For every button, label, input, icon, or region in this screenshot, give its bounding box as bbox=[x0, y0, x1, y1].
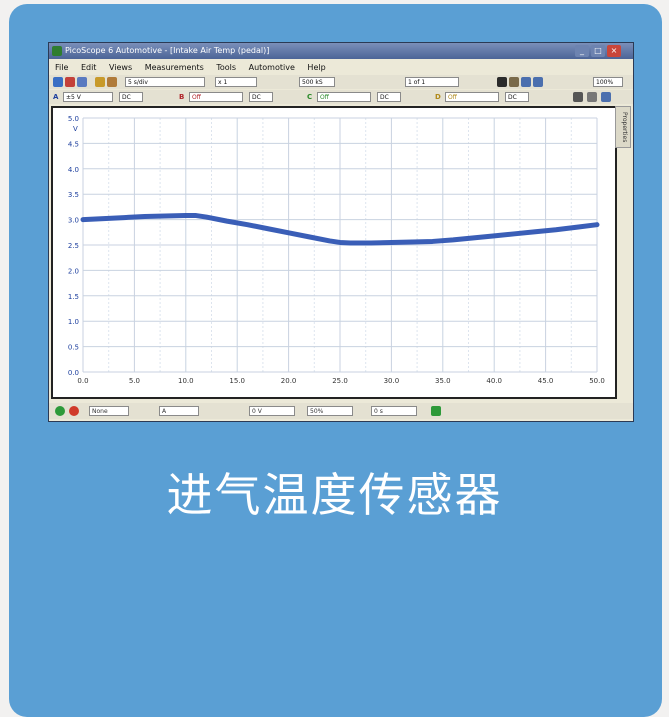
y-tick-label: 3.0 bbox=[68, 217, 79, 225]
y-axis-unit: V bbox=[73, 125, 78, 133]
y-tick-label: 4.0 bbox=[68, 166, 79, 174]
channel-a-label: A bbox=[53, 93, 59, 101]
x-tick-label: 45.0 bbox=[538, 377, 554, 385]
x-tick-label: 20.0 bbox=[281, 377, 297, 385]
series-line bbox=[80, 213, 600, 246]
channel-b-range[interactable]: Off bbox=[189, 92, 243, 102]
y-tick-label: 0.0 bbox=[68, 369, 79, 377]
y-tick-label: 4.5 bbox=[68, 140, 79, 148]
spectrum-mode-icon[interactable] bbox=[77, 77, 87, 87]
persistence-mode-icon[interactable] bbox=[65, 77, 75, 87]
channel-d-coupling[interactable]: DC bbox=[505, 92, 529, 102]
status-bar: None A 0 V 50% 0 s bbox=[49, 403, 633, 419]
channel-c-range[interactable]: Off bbox=[317, 92, 371, 102]
timebase-select[interactable]: 5 s/div bbox=[125, 77, 205, 87]
trigger-delay-field[interactable]: 0 s bbox=[371, 406, 417, 416]
window-title: PicoScope 6 Automotive - [Intake Air Tem… bbox=[65, 46, 270, 55]
scope-view[interactable]: 0.0 0.5 1.0 1.5 2.0 2.5 3.0 3.5 4.0 4.5 5.0 V 0.0 5.0… bbox=[51, 106, 617, 399]
x-tick-label: 15.0 bbox=[229, 377, 245, 385]
menu-bar: File Edit Views Measurements Tools Autom… bbox=[49, 61, 633, 74]
channel-toolbar: A ±5 V DC B Off DC C Off DC D Off DC bbox=[49, 90, 633, 104]
pointer-icon[interactable] bbox=[497, 77, 507, 87]
channel-d-range[interactable]: Off bbox=[445, 92, 499, 102]
zoom-in-icon[interactable] bbox=[521, 77, 531, 87]
voltage-chart: 0.0 0.5 1.0 1.5 2.0 2.5 3.0 3.5 4.0 4.5 5.0 V 0.0 5.0… bbox=[68, 115, 605, 385]
oscilloscope-screenshot: PicoScope 6 Automotive - [Intake Air Tem… bbox=[48, 42, 634, 422]
minimize-icon[interactable]: _ bbox=[575, 45, 589, 57]
zoom-out-icon[interactable] bbox=[533, 77, 543, 87]
start-icon[interactable] bbox=[55, 406, 65, 416]
y-tick-label: 5.0 bbox=[68, 115, 79, 123]
x-tick-label: 35.0 bbox=[435, 377, 451, 385]
x-tick-label: 25.0 bbox=[332, 377, 348, 385]
trigger-mode-select[interactable]: None bbox=[89, 406, 129, 416]
channel-a-range[interactable]: ±5 V bbox=[63, 92, 113, 102]
menu-measurements[interactable]: Measurements bbox=[144, 63, 204, 72]
x-tick-label: 50.0 bbox=[589, 377, 605, 385]
menu-help[interactable]: Help bbox=[307, 63, 326, 72]
channel-b-coupling[interactable]: DC bbox=[249, 92, 273, 102]
scope-mode-icon[interactable] bbox=[53, 77, 63, 87]
channel-c-label: C bbox=[307, 93, 313, 101]
reference-channel-icon[interactable] bbox=[587, 92, 597, 102]
x-tick-label: 0.0 bbox=[77, 377, 88, 385]
hand-tool-icon[interactable] bbox=[509, 77, 519, 87]
y-tick-label: 0.5 bbox=[68, 344, 79, 352]
channel-c-coupling[interactable]: DC bbox=[377, 92, 401, 102]
y-tick-label: 3.5 bbox=[68, 191, 79, 199]
trigger-level-field[interactable]: 0 V bbox=[249, 406, 295, 416]
x-tick-label: 30.0 bbox=[384, 377, 400, 385]
zoom-factor-select[interactable]: x 1 bbox=[215, 77, 257, 87]
properties-tab[interactable]: Properties bbox=[615, 106, 631, 148]
x-tick-label: 5.0 bbox=[129, 377, 140, 385]
measurements-icon[interactable] bbox=[431, 406, 441, 416]
page-indicator: 1 of 1 bbox=[405, 77, 459, 87]
y-tick-label: 2.5 bbox=[68, 242, 79, 250]
x-tick-label: 10.0 bbox=[178, 377, 194, 385]
channel-d-label: D bbox=[435, 93, 441, 101]
y-tick-label: 2.0 bbox=[68, 267, 79, 275]
trigger-channel-select[interactable]: A bbox=[159, 406, 199, 416]
channel-b-label: B bbox=[179, 93, 185, 101]
menu-file[interactable]: File bbox=[55, 63, 69, 72]
x-tick-label: 40.0 bbox=[486, 377, 502, 385]
channel-a-coupling[interactable]: DC bbox=[119, 92, 143, 102]
menu-edit[interactable]: Edit bbox=[80, 63, 97, 72]
stop-icon[interactable] bbox=[69, 406, 79, 416]
home-icon[interactable] bbox=[107, 77, 117, 87]
picoscope-app-icon bbox=[52, 46, 62, 56]
auto-setup-icon[interactable] bbox=[601, 92, 611, 102]
menu-automotive[interactable]: Automotive bbox=[248, 63, 295, 72]
y-tick-label: 1.0 bbox=[68, 318, 79, 326]
main-toolbar: 5 s/div x 1 500 kS 1 of 1 100% bbox=[49, 75, 633, 89]
menu-views[interactable]: Views bbox=[108, 63, 133, 72]
page-caption: 进气温度传感器 bbox=[166, 468, 503, 522]
close-icon[interactable]: × bbox=[607, 45, 621, 57]
maximize-icon[interactable]: □ bbox=[591, 45, 605, 57]
pretrigger-field[interactable]: 50% bbox=[307, 406, 353, 416]
math-channel-icon[interactable] bbox=[573, 92, 583, 102]
menu-tools[interactable]: Tools bbox=[216, 63, 237, 72]
zoom-percent[interactable]: 100% bbox=[593, 77, 623, 87]
y-tick-label: 1.5 bbox=[68, 293, 79, 301]
samples-select[interactable]: 500 kS bbox=[299, 77, 335, 87]
window-titlebar: PicoScope 6 Automotive - [Intake Air Tem… bbox=[49, 43, 633, 59]
probe-icon[interactable] bbox=[95, 77, 105, 87]
